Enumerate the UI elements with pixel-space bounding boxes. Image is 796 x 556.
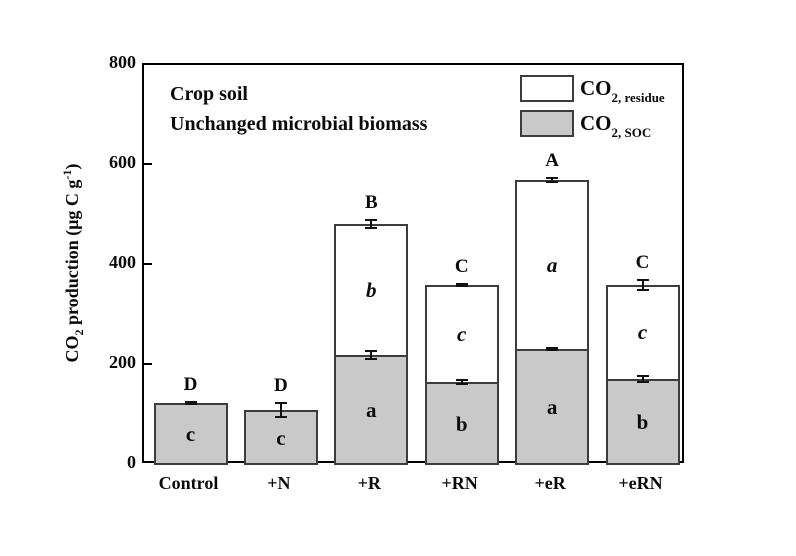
x-tick-label-N: +N — [267, 473, 291, 493]
error-total-1-cap-top — [274, 402, 287, 404]
error-soc-3-cap-top — [455, 379, 468, 381]
error-total-5-cap-bottom — [636, 289, 649, 291]
y-tick-label-600: 600 — [109, 152, 136, 172]
y-tick-200 — [144, 363, 152, 365]
chart-title-line2: Unchanged microbial biomass — [170, 113, 428, 135]
bar-eRN-residue — [605, 285, 680, 381]
segment-letter-soc-0: c — [185, 422, 196, 446]
plot-area: Crop soil Unchanged microbial biomass CO… — [142, 63, 684, 465]
bar-eR-residue — [515, 180, 590, 351]
y-axis-title-close: ) — [62, 163, 82, 170]
segment-letter-soc-1: c — [276, 425, 286, 450]
x-tick-label-Control: Control — [158, 473, 219, 493]
error-total-1-cap-bottom — [274, 416, 287, 418]
segment-letter-residue-3: c — [457, 321, 467, 346]
y-axis-title: CO2 production (μg C g-1) — [54, 53, 86, 473]
bar-eR-soc — [515, 349, 590, 465]
bar-eRN-soc — [605, 379, 680, 465]
legend-label-residue-sub: 2, residue — [611, 90, 665, 105]
segment-letter-soc-3: b — [455, 411, 468, 436]
sig-letter-1: D — [274, 375, 288, 396]
segment-letter-soc-5: b — [636, 410, 649, 434]
error-total-4-line — [551, 177, 554, 183]
legend-swatch-residue — [520, 75, 574, 102]
sig-letter-3: C — [454, 256, 469, 277]
error-total-0-cap-top — [184, 401, 197, 403]
error-soc-5-line — [641, 375, 644, 383]
error-total-3-cap-bottom — [455, 285, 468, 287]
bar-RN-soc — [424, 382, 499, 465]
sig-letter-0: D — [183, 374, 198, 395]
legend-label-soc-main: CO — [580, 111, 612, 135]
segment-letter-residue-5: c — [637, 320, 648, 344]
legend-label-soc: CO2, SOC — [580, 108, 651, 148]
sig-letter-2: B — [364, 192, 378, 213]
x-tick-label-eRN: +eRN — [618, 473, 663, 493]
error-total-2-cap-top — [365, 219, 378, 221]
segment-letter-soc-4: a — [546, 395, 558, 419]
error-soc-5-cap-top — [636, 375, 649, 377]
y-tick-label-0: 0 — [127, 452, 136, 472]
error-total-4-cap-top — [546, 177, 559, 179]
sig-letter-5: C — [635, 252, 650, 273]
segment-letter-soc-2: a — [366, 398, 377, 422]
y-tick-label-200: 200 — [109, 352, 136, 372]
x-tick-label-RN: +RN — [441, 473, 478, 493]
error-soc-2-cap-bottom — [365, 358, 378, 360]
error-soc-3-cap-bottom — [455, 383, 468, 385]
bar-N-soc — [243, 410, 318, 465]
error-total-2-line — [370, 219, 373, 229]
error-total-4-cap-bottom — [546, 181, 559, 183]
x-tick-label-eR: +eR — [534, 473, 566, 493]
legend-label-residue-main: CO — [580, 76, 612, 100]
error-soc-2-line — [370, 350, 373, 360]
error-soc-5-cap-bottom — [636, 381, 649, 383]
error-soc-3-line — [460, 379, 463, 385]
error-soc-4-cap-bottom — [546, 349, 559, 351]
y-axis-title-subscript: 2 — [72, 329, 86, 336]
y-axis-title-main: CO — [62, 335, 82, 363]
y-axis-title-units: production (μg C g — [62, 179, 82, 330]
error-total-5-cap-top — [636, 279, 649, 281]
sig-letter-4: A — [545, 150, 559, 171]
segment-letter-residue-4: a — [546, 252, 558, 277]
chart-title: Crop soil Unchanged microbial biomass — [170, 79, 427, 139]
chart-title-line1: Crop soil — [170, 83, 248, 105]
legend-swatch-soc — [520, 110, 574, 137]
segment-letter-residue-2: b — [366, 277, 377, 302]
y-tick-600 — [144, 163, 152, 165]
bar-R-residue — [334, 224, 409, 357]
error-soc-2-cap-top — [365, 350, 378, 352]
error-total-2-cap-bottom — [365, 227, 378, 229]
y-tick-label-400: 400 — [109, 252, 136, 272]
y-tick-400 — [144, 263, 152, 265]
error-total-3-cap-top — [455, 283, 468, 285]
legend-label-residue: CO2, residue — [580, 73, 665, 113]
x-tick-label-R: +R — [357, 473, 381, 493]
error-soc-4-cap-top — [546, 347, 559, 349]
error-total-5-line — [641, 279, 644, 291]
bar-Control-soc — [153, 403, 228, 465]
error-total-0-cap-bottom — [184, 403, 197, 405]
legend-label-soc-sub: 2, SOC — [611, 125, 652, 140]
y-tick-label-800: 800 — [109, 52, 136, 72]
y-axis-title-superscript: -1 — [60, 169, 74, 180]
error-total-1-line — [279, 402, 282, 418]
